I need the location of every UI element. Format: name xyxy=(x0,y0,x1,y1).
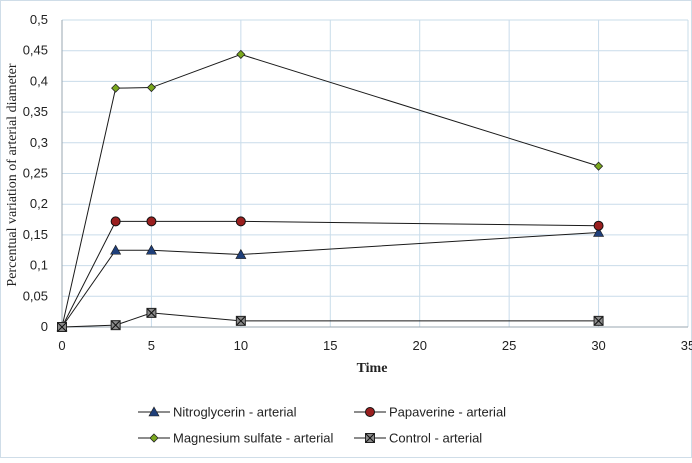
diamond-marker xyxy=(594,161,604,171)
y-tick-label: 0,3 xyxy=(30,135,48,150)
data-point xyxy=(235,248,247,259)
circle-marker xyxy=(235,216,246,227)
circle-marker xyxy=(365,407,375,417)
y-tick-label: 0,35 xyxy=(23,104,48,119)
y-tick-label: 0,45 xyxy=(23,43,48,58)
x-tick-label: 35 xyxy=(681,338,692,353)
data-point xyxy=(235,315,246,326)
y-tick-label: 0,05 xyxy=(23,288,48,303)
legend-label: Control - arterial xyxy=(389,431,482,446)
x-cross xyxy=(365,433,375,443)
circle-marker xyxy=(593,220,604,231)
y-tick-label: 0,4 xyxy=(30,73,48,88)
data-point xyxy=(146,82,156,93)
triangle-marker xyxy=(593,226,605,237)
diamond-marker xyxy=(146,82,156,93)
diamond-marker xyxy=(149,433,159,443)
circle-marker xyxy=(110,216,121,227)
legend-label: Magnesium sulfate - arterial xyxy=(173,431,334,446)
circle-marker xyxy=(146,216,157,227)
legend-marker xyxy=(365,407,375,417)
legend-marker xyxy=(365,433,375,443)
y-tick-label: 0 xyxy=(41,319,48,334)
y-tick-label: 0,2 xyxy=(30,196,48,211)
triangle-marker xyxy=(145,244,157,255)
x-tick-label: 10 xyxy=(234,338,248,353)
x-tick-label: 0 xyxy=(58,338,65,353)
triangle-marker xyxy=(110,244,122,255)
data-point xyxy=(236,49,246,59)
diamond-marker xyxy=(111,83,121,93)
x-tick-label: 15 xyxy=(323,338,337,353)
data-point xyxy=(110,244,122,255)
x-tick-label: 30 xyxy=(591,338,605,353)
triangle-marker xyxy=(235,248,247,259)
diamond-marker xyxy=(236,49,246,59)
triangle-marker xyxy=(148,406,160,417)
x-tick-label: 25 xyxy=(502,338,516,353)
legend: Nitroglycerin - arterial Papaverine - art… xyxy=(138,405,506,446)
grid xyxy=(62,19,689,327)
y-tick-label: 0,5 xyxy=(30,12,48,27)
legend-label: Papaverine - arterial xyxy=(389,405,506,420)
legend-item: Nitroglycerin - arterial xyxy=(138,405,297,420)
y-tick-label: 0,1 xyxy=(30,258,48,273)
data-point xyxy=(235,216,246,227)
y-tick-label: 0,15 xyxy=(23,227,48,242)
data-point xyxy=(593,315,604,326)
x-tick-label: 5 xyxy=(148,338,155,353)
axes xyxy=(61,20,688,328)
x-cross xyxy=(57,322,67,332)
x-cross xyxy=(594,316,603,326)
data-point xyxy=(594,161,604,171)
legend-marker xyxy=(148,406,160,417)
data-point xyxy=(593,220,604,231)
data-point xyxy=(110,216,121,227)
y-axis-title: Percentual variation of arterial diamete… xyxy=(5,63,20,286)
legend-item: Magnesium sulfate - arterial xyxy=(138,431,334,446)
y-tick-label: 0,25 xyxy=(23,166,48,181)
x-cross xyxy=(111,320,121,330)
legend-item: Papaverine - arterial xyxy=(354,405,506,420)
data-point xyxy=(57,322,67,332)
x-axis-title: Time xyxy=(357,361,388,376)
legend-label: Nitroglycerin - arterial xyxy=(173,405,297,420)
legend-item: Control - arterial xyxy=(354,431,482,446)
x-tick-label: 20 xyxy=(412,338,426,353)
series-layer xyxy=(56,49,605,332)
legend-marker xyxy=(149,433,159,443)
x-cross xyxy=(147,308,156,318)
series-square-x xyxy=(57,307,604,332)
data-point xyxy=(145,244,157,255)
data-point xyxy=(593,226,605,237)
data-point xyxy=(111,83,121,93)
data-point xyxy=(146,216,157,227)
data-point xyxy=(110,320,121,331)
data-point xyxy=(146,307,157,318)
x-cross xyxy=(236,316,246,326)
tick-labels: 0 0,05 0,1 0,15 0,2 0,25 0,3 0,35 0,4 0,45 0,5 0 5 10… xyxy=(23,12,692,353)
